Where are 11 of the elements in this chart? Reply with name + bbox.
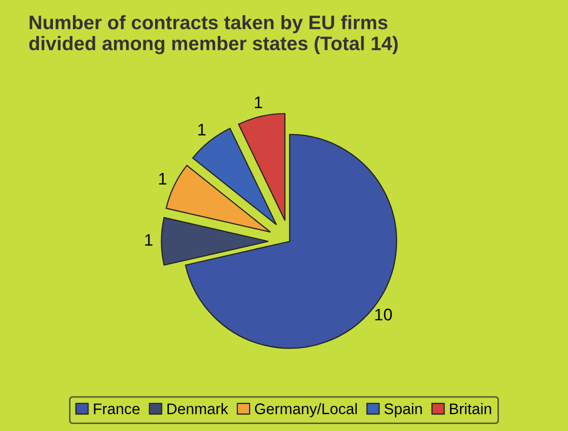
- data-label: 1: [254, 96, 262, 108]
- legend-label: Germany/Local: [254, 403, 357, 418]
- legend-label: Spain: [384, 403, 422, 418]
- data-label: 1: [198, 124, 206, 136]
- legend-label: Denmark: [167, 403, 228, 414]
- legend-label: Britain: [450, 403, 492, 414]
- data-label: 1: [159, 172, 166, 184]
- data-label: 10: [375, 308, 392, 320]
- data-label: 1: [145, 234, 152, 246]
- legend-label: France: [94, 404, 140, 414]
- chart-title: Number of contracts taken by EU firms divided among member states (Total 14): [29, 15, 398, 54]
